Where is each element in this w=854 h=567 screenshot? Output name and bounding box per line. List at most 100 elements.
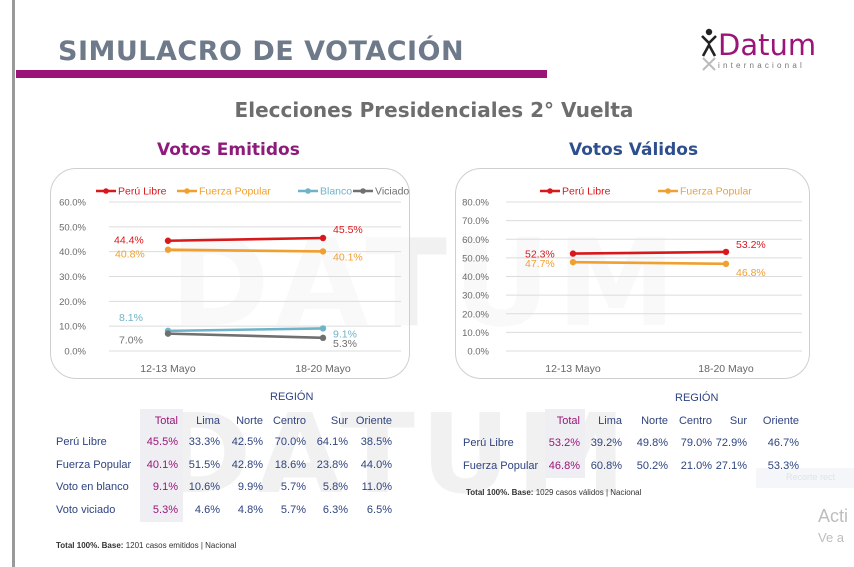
footnote-base-label: Base:: [101, 541, 124, 550]
person-icon: [701, 28, 717, 71]
row-label: Fuerza Popular: [463, 459, 539, 472]
data-point: [319, 325, 327, 332]
legend-label: Fuerza Popular: [680, 186, 752, 198]
row-label: Voto en blanco: [56, 481, 129, 493]
footnote-emitidos: Total 100%. Base: 1201 casos emitidos | …: [56, 541, 236, 550]
data-point: [164, 237, 172, 244]
data-point: [164, 246, 172, 253]
legend-marker: [360, 188, 366, 194]
table-cell: 53.3%: [767, 459, 799, 472]
data-label: 52.3%: [525, 249, 555, 261]
legend-label: Viciado: [375, 186, 409, 198]
table-cell: 18.6%: [274, 458, 306, 471]
table-cell: 9.1%: [152, 481, 178, 493]
data-label: 7.0%: [119, 335, 143, 347]
y-tick-label: 40.0%: [59, 247, 86, 258]
table-cell: 4.8%: [237, 503, 263, 516]
data-label: 45.5%: [333, 224, 363, 236]
table-cell: 53.2%: [548, 437, 580, 449]
y-tick-label: 70.0%: [462, 216, 489, 227]
y-tick-label: 50.0%: [462, 253, 489, 264]
legend-label: Blanco: [320, 186, 352, 198]
y-tick-label: 10.0%: [59, 322, 86, 333]
data-point: [319, 334, 327, 342]
column-header-sur: Sur: [729, 415, 747, 427]
data-point: [164, 330, 172, 337]
column-header-sur: Sur: [330, 415, 348, 427]
chart-votos-validos: 0.0% 10.0% 20.0% 30.0% 40.0% 50.0% 60.0% 70.0% 8…: [455, 168, 810, 379]
footnote-total: Total 100%.: [56, 541, 100, 550]
table-cell: 44.0%: [360, 458, 392, 471]
column-header-total: Total: [154, 415, 178, 427]
table-cell: 72.9%: [715, 437, 747, 449]
section-title-emitidos: Votos Emitidos: [157, 140, 300, 160]
series-line: [572, 260, 727, 266]
table-cell: 46.7%: [767, 437, 799, 449]
footnote-base: 1201 casos emitidos | Nacional: [125, 541, 237, 550]
data-point: [722, 260, 730, 268]
total-column-highlight: [140, 409, 183, 522]
table-cell: 5.3%: [152, 503, 178, 516]
table-cell: 42.8%: [231, 458, 263, 471]
table-cell: 38.5%: [360, 436, 392, 448]
data-label: 47.7%: [525, 258, 555, 270]
snipping-tool-tooltip: Recorte rect: [756, 468, 854, 488]
table-cell: 9.9%: [237, 481, 263, 493]
total-column-highlight: [545, 409, 585, 478]
page-title: SIMULACRO DE VOTACIÓN: [58, 36, 465, 67]
title-underline-bar: [16, 70, 547, 78]
data-label: 9.1%: [333, 328, 357, 340]
region-header: REGIÓN: [270, 391, 314, 403]
data-point: [569, 258, 577, 266]
column-header-lima: Lima: [598, 415, 622, 427]
table-cell: 5.7%: [280, 481, 306, 493]
column-header-norte: Norte: [641, 415, 668, 427]
footnote-validos: Total 100%. Base: 1029 casos válidos | N…: [466, 488, 641, 497]
table-cell: 5.8%: [322, 481, 348, 493]
table-cell: 79.0%: [680, 437, 712, 449]
data-label: 53.2%: [736, 239, 766, 251]
y-tick-label: 10.0%: [462, 328, 489, 339]
data-point: [319, 248, 327, 255]
y-tick-label: 50.0%: [59, 222, 86, 233]
y-tick-label: 30.0%: [462, 291, 489, 302]
table-cell: 21.0%: [680, 459, 712, 472]
footnote-base-label: Base:: [511, 488, 534, 497]
table-cell: 42.5%: [231, 436, 263, 448]
data-label: 40.1%: [333, 251, 363, 263]
data-point: [319, 234, 327, 242]
column-header-oriente: Oriente: [762, 415, 799, 427]
activate-windows-subtitle: Ve a: [818, 530, 845, 545]
column-header-centro: Centro: [272, 415, 306, 427]
table-cell: 4.6%: [194, 503, 220, 516]
legend-marker: [103, 188, 109, 194]
table-cell: 10.6%: [188, 481, 220, 493]
table-cell: 51.5%: [188, 458, 220, 471]
legend-label: Fuerza Popular: [199, 186, 271, 198]
y-tick-label: 60.0%: [59, 198, 86, 209]
datum-logo: Datum internacional: [700, 28, 830, 73]
y-tick-label: 20.0%: [462, 309, 489, 320]
x-tick-label: 18-20 Mayo: [698, 363, 754, 375]
y-tick-label: 60.0%: [462, 235, 489, 246]
legend-marker: [547, 188, 553, 194]
region-header: REGIÓN: [675, 392, 719, 404]
table-cell: 64.1%: [316, 436, 348, 448]
y-tick-label: 40.0%: [462, 272, 489, 283]
series-line: [572, 250, 727, 255]
table-cell: 33.3%: [188, 436, 220, 448]
table-cell: 39.2%: [590, 437, 622, 449]
table-cell: 49.8%: [636, 437, 668, 449]
table-cell: 6.3%: [322, 503, 348, 516]
series-line: [167, 236, 324, 243]
data-label: 40.8%: [115, 249, 145, 261]
legend-marker: [665, 188, 671, 194]
table-cell: 60.8%: [590, 459, 622, 472]
column-header-norte: Norte: [236, 415, 263, 427]
row-label: Voto viciado: [56, 503, 116, 516]
y-tick-label: 0.0%: [64, 347, 86, 358]
footnote-total: Total 100%.: [466, 488, 510, 497]
data-label: 46.8%: [736, 267, 766, 279]
row-label: Perú Libre: [56, 436, 107, 448]
table-cell: 11.0%: [361, 481, 392, 493]
